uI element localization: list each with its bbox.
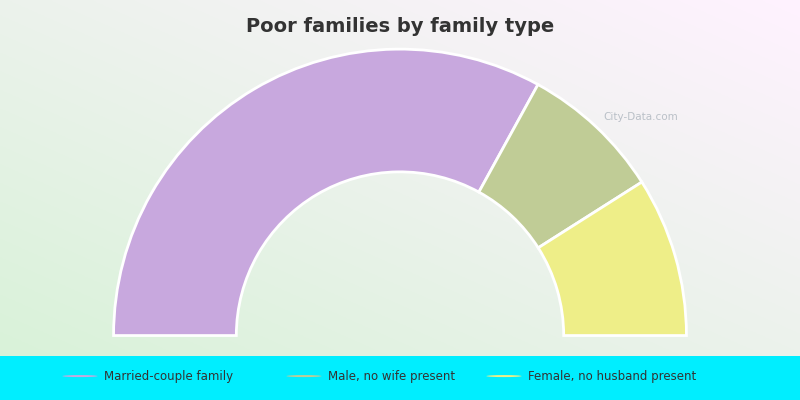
- Text: City-Data.com: City-Data.com: [603, 112, 678, 122]
- Circle shape: [286, 375, 322, 377]
- Circle shape: [486, 375, 522, 377]
- Wedge shape: [479, 84, 642, 248]
- Text: Married-couple family: Married-couple family: [104, 370, 233, 382]
- Text: Male, no wife present: Male, no wife present: [328, 370, 455, 382]
- Circle shape: [62, 375, 98, 377]
- Text: Female, no husband present: Female, no husband present: [528, 370, 696, 382]
- Wedge shape: [114, 49, 538, 336]
- Text: Poor families by family type: Poor families by family type: [246, 17, 554, 36]
- Wedge shape: [538, 182, 686, 336]
